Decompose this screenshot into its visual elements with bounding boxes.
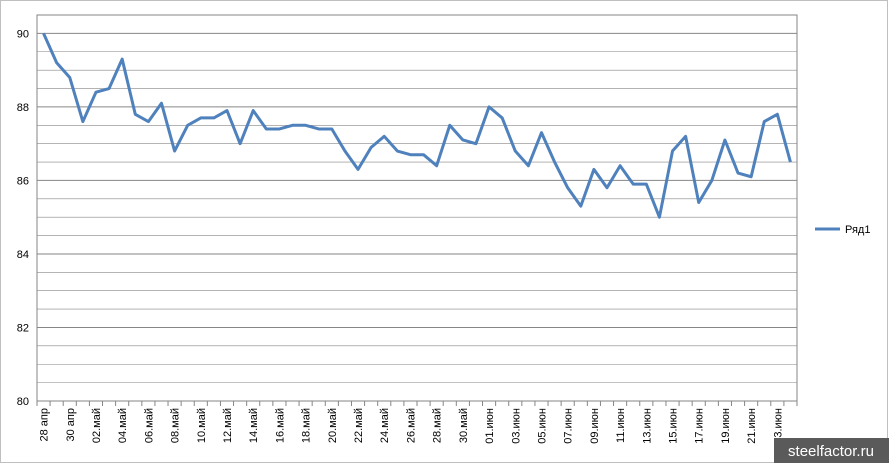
x-tick-label: 30.май (458, 408, 470, 443)
x-tick-label: 30 апр (65, 408, 77, 441)
x-tick-label: 05.июн (536, 408, 548, 444)
x-tick-label: 09.июн (589, 408, 601, 444)
x-tick-label: 21.июн (746, 408, 758, 444)
y-tick-label: 86 (17, 175, 29, 187)
y-tick-label: 90 (17, 28, 29, 40)
x-tick-label: 03.июн (510, 408, 522, 444)
x-tick-label: 19.июн (720, 408, 732, 444)
x-tick-label: 06.май (143, 408, 155, 443)
y-tick-label: 82 (17, 322, 29, 334)
x-tick-label: 01.июн (484, 408, 496, 444)
x-tick-label: 15.июн (668, 408, 680, 444)
x-tick-label: 08.май (170, 408, 182, 443)
x-tick-label: 14.май (248, 408, 260, 443)
x-tick-label: 10.май (196, 408, 208, 443)
line (42, 32, 792, 219)
x-tick-label: 07.июн (563, 408, 575, 444)
y-tick-label: 88 (17, 102, 29, 114)
x-tick-label: 16.май (274, 408, 286, 443)
x-tick-label: 28 апр (39, 408, 51, 441)
x-tick-label: 18.май (301, 408, 313, 443)
watermark: steelfactor.ru (788, 443, 874, 460)
x-tick-label: 04.май (117, 408, 129, 443)
x-tick-label: 11.июн (615, 408, 627, 443)
x-tick-label: 26.май (405, 408, 417, 443)
x-tick-label: 12.май (222, 408, 234, 443)
y-tick-label: 84 (17, 249, 29, 261)
legend-label: Ряд1 (845, 224, 870, 236)
y-tick-label: 80 (17, 396, 29, 408)
x-tick-label: 23.июн (772, 408, 784, 444)
x-tick-label: 13.июн (641, 408, 653, 444)
x-tick-label: 28.май (432, 408, 444, 443)
x-tick-label: 02.май (91, 408, 103, 443)
x-tick-label: 22.май (353, 408, 365, 443)
x-tick-label: 20.май (327, 408, 339, 443)
watermark-box (774, 438, 889, 463)
x-tick-label: 24.май (379, 408, 391, 443)
x-tick-label: 17.июн (694, 408, 706, 444)
